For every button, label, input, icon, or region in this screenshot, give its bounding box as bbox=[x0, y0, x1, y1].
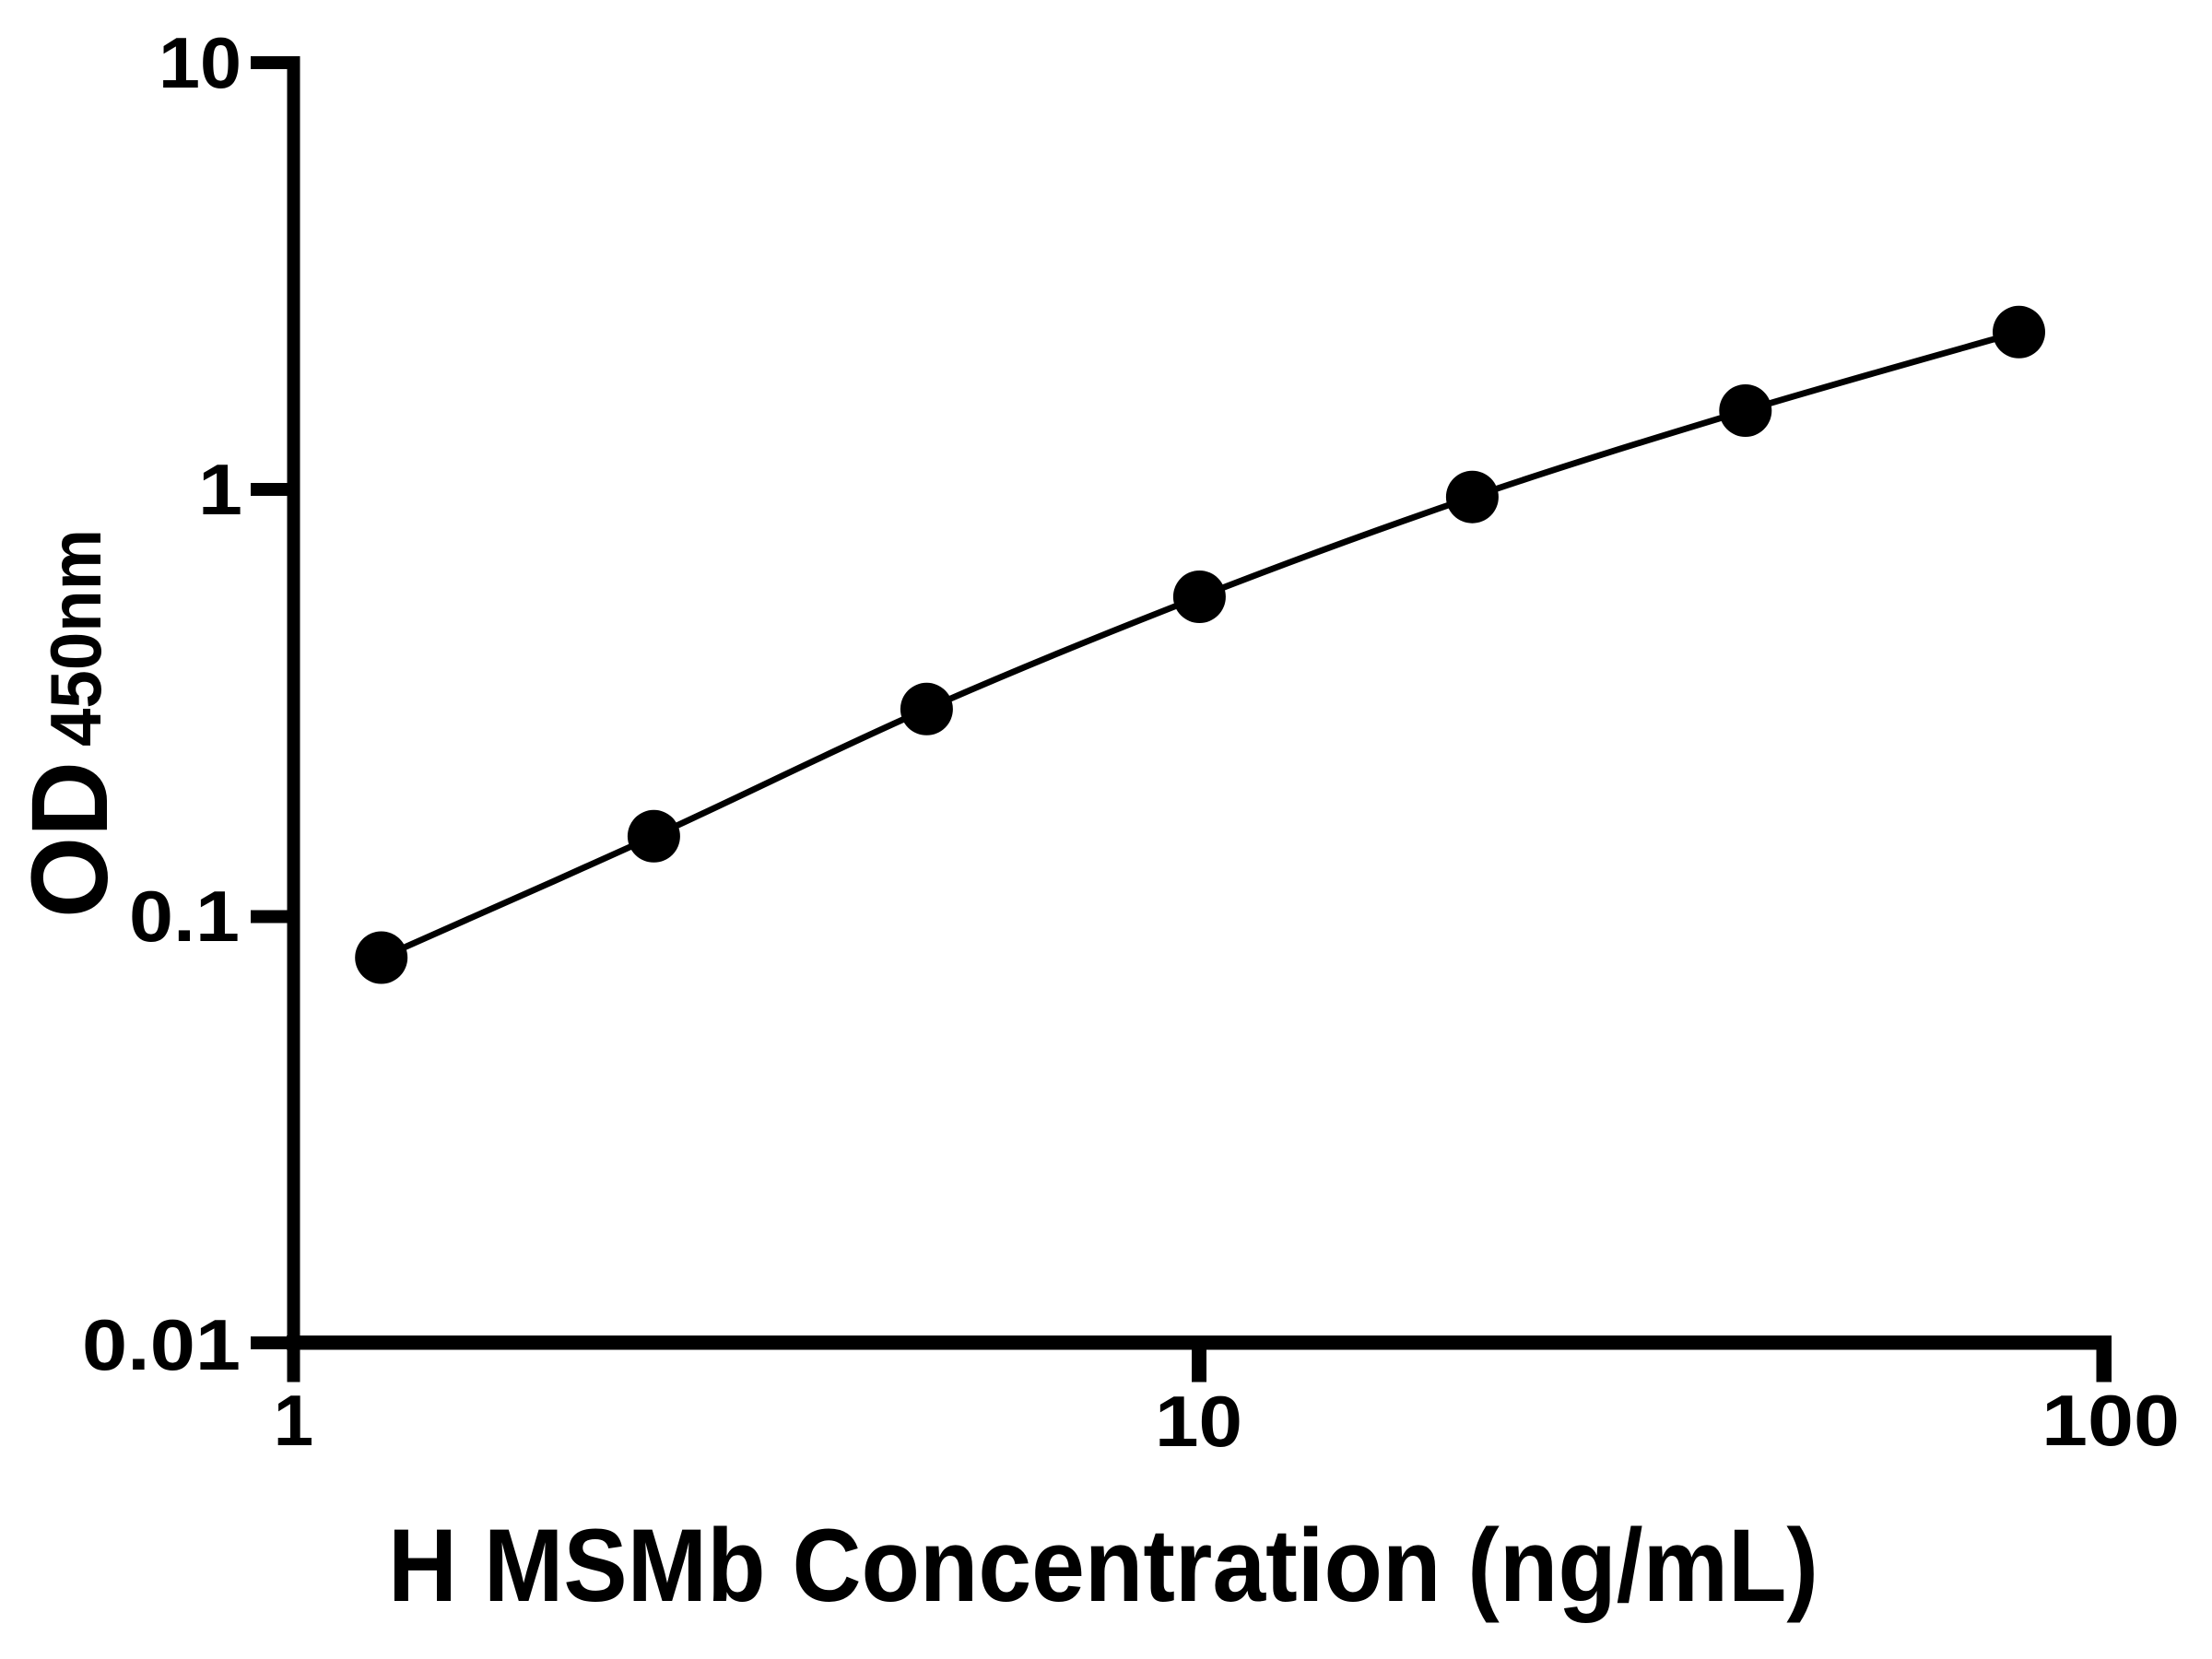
svg-text:10: 10 bbox=[159, 22, 241, 103]
svg-text:0.1: 0.1 bbox=[129, 876, 240, 957]
svg-text:H MSMb Concentration (ng/mL): H MSMb Concentration (ng/mL) bbox=[388, 1508, 1818, 1623]
svg-text:OD: OD bbox=[9, 761, 131, 918]
svg-text:1: 1 bbox=[274, 1380, 313, 1461]
svg-text:450nm: 450nm bbox=[35, 529, 116, 747]
svg-text:100: 100 bbox=[2041, 1380, 2180, 1461]
svg-text:0.01: 0.01 bbox=[82, 1304, 241, 1385]
svg-text:10: 10 bbox=[1155, 1381, 1242, 1462]
svg-text:1: 1 bbox=[198, 449, 242, 530]
